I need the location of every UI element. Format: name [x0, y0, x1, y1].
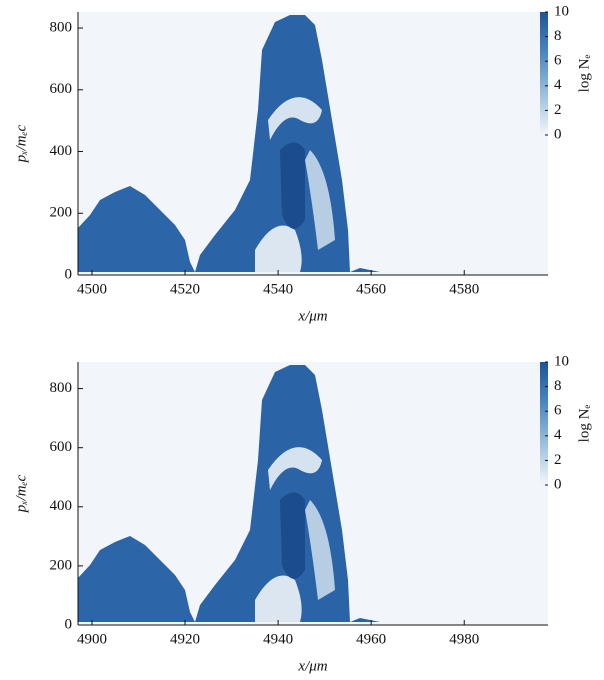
x-tick-label: 4560	[356, 281, 386, 297]
y-tick-label: 400	[50, 498, 73, 514]
y-tick-label: 200	[50, 557, 73, 573]
x-tick-label: 4900	[77, 631, 107, 647]
x-tick-label: 4920	[170, 631, 200, 647]
colorbar-tick-label: 8	[554, 28, 562, 44]
colorbar-label: log Nₑ	[576, 405, 592, 443]
y-tick-label: 800	[50, 19, 73, 35]
colorbar-tick-label: 0	[554, 476, 562, 492]
colorbar	[540, 12, 548, 135]
x-tick-label: 4940	[263, 631, 293, 647]
y-tick-label: 0	[65, 266, 73, 282]
colorbar	[540, 362, 548, 485]
y-tick-label: 600	[50, 81, 73, 97]
colorbar-tick-label: 2	[554, 102, 562, 118]
colorbar-tick-label: 0	[554, 126, 562, 142]
colorbar-tick-label: 4	[554, 427, 562, 443]
x-axis-label: x/μm	[297, 308, 327, 324]
x-tick-label: 4520	[170, 281, 200, 297]
y-tick-label: 0	[65, 616, 73, 632]
colorbar-tick-label: 8	[554, 378, 562, 394]
colorbar-tick-label: 6	[554, 53, 562, 69]
y-axis-label: pₓ/mₑc	[13, 124, 29, 163]
colorbar-tick-label: 4	[554, 77, 562, 93]
colorbar-label: log Nₑ	[576, 55, 592, 93]
density-image	[78, 12, 548, 275]
x-tick-label: 4540	[263, 281, 293, 297]
colorbar-tick-label: 10	[554, 3, 569, 19]
y-tick-label: 400	[50, 143, 73, 159]
x-tick-label: 4580	[449, 281, 479, 297]
y-axis-label: pₓ/mₑc	[13, 474, 29, 513]
y-tick-label: 800	[50, 380, 73, 396]
density-image	[78, 362, 548, 625]
colorbar-tick-label: 6	[554, 403, 562, 419]
x-axis-label: x/μm	[297, 658, 327, 674]
y-tick-label: 200	[50, 205, 73, 221]
x-tick-label: 4500	[77, 281, 107, 297]
x-tick-label: 4960	[356, 631, 386, 647]
colorbar-tick-label: 10	[554, 353, 569, 369]
y-tick-label: 600	[50, 439, 73, 455]
x-tick-label: 4980	[449, 631, 479, 647]
colorbar-tick-label: 2	[554, 452, 562, 468]
